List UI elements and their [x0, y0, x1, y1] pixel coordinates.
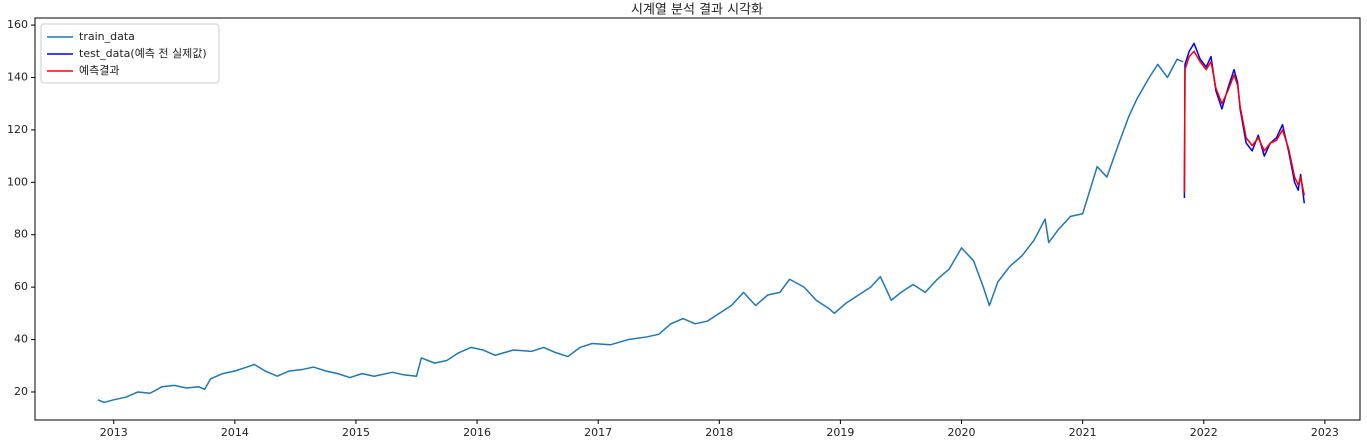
y-tick-label: 80: [14, 228, 28, 241]
x-tick-label: 2015: [342, 426, 370, 439]
legend-label: 예측결과: [79, 64, 119, 77]
x-tick-label: 2017: [584, 426, 612, 439]
x-tick-label: 2013: [100, 426, 128, 439]
y-tick-label: 40: [14, 333, 28, 346]
x-tick-label: 2021: [1069, 426, 1097, 439]
y-tick-label: 160: [7, 18, 28, 31]
legend-label: test_data(예측 전 실제값): [79, 47, 207, 60]
x-tick-label: 2019: [826, 426, 854, 439]
x-tick-label: 2014: [221, 426, 249, 439]
legend-label: train_data: [79, 30, 135, 43]
chart-title: 시계열 분석 결과 시각화: [631, 3, 763, 18]
x-tick-label: 2016: [463, 426, 491, 439]
legend: train_data test_data(예측 전 실제값) 예측결과: [40, 23, 220, 84]
y-tick-label: 120: [7, 123, 28, 136]
series-line: [1183, 42, 1306, 204]
series-line: [97, 58, 1184, 404]
y-tick-label: 140: [7, 70, 28, 83]
x-tick-label: 2018: [705, 426, 733, 439]
x-tick-label: 2023: [1311, 426, 1339, 439]
y-tick-label: 100: [7, 175, 28, 188]
plot-frame: [34, 17, 1361, 421]
x-tick-label: 2020: [948, 426, 976, 439]
y-tick-label: 20: [14, 385, 28, 398]
x-tick-label: 2022: [1190, 426, 1218, 439]
series-line: [1183, 50, 1306, 196]
y-tick-label: 60: [14, 280, 28, 293]
legend-box: [40, 23, 220, 84]
